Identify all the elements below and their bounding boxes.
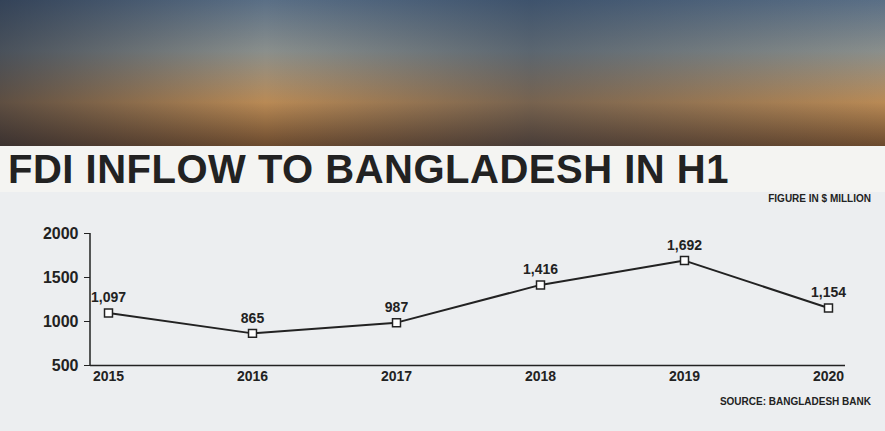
svg-text:2000: 2000 (43, 225, 79, 242)
svg-text:2020: 2020 (813, 368, 844, 384)
svg-text:2018: 2018 (525, 368, 556, 384)
html-text:FIGURE IN $ MILLION: FIGURE IN $ MILLION (768, 193, 871, 204)
svg-text:1000: 1000 (43, 313, 79, 330)
html-text:FDI INFLOW TO BANGLADESH IN H1: FDI INFLOW TO BANGLADESH IN H1 (8, 147, 729, 191)
svg-text:1,097: 1,097 (91, 289, 126, 305)
svg-text:2017: 2017 (381, 368, 412, 384)
svg-text:500: 500 (52, 357, 79, 374)
html-text:SOURCE: BANGLADESH BANK: SOURCE: BANGLADESH BANK (719, 396, 871, 407)
svg-text:1,692: 1,692 (667, 237, 702, 253)
svg-text:1,416: 1,416 (523, 261, 558, 277)
svg-text:1500: 1500 (43, 269, 79, 286)
svg-text:1,154: 1,154 (811, 284, 846, 300)
svg-text:2016: 2016 (237, 368, 268, 384)
svg-text:2019: 2019 (669, 368, 700, 384)
svg-text:987: 987 (385, 299, 409, 315)
svg-text:2015: 2015 (93, 368, 124, 384)
svg-text:865: 865 (241, 310, 265, 326)
